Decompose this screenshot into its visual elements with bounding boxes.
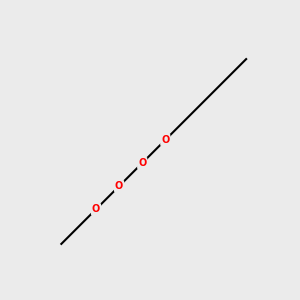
Text: O: O	[115, 181, 123, 191]
Text: O: O	[161, 135, 170, 145]
Text: O: O	[92, 204, 100, 214]
Text: O: O	[138, 158, 146, 168]
